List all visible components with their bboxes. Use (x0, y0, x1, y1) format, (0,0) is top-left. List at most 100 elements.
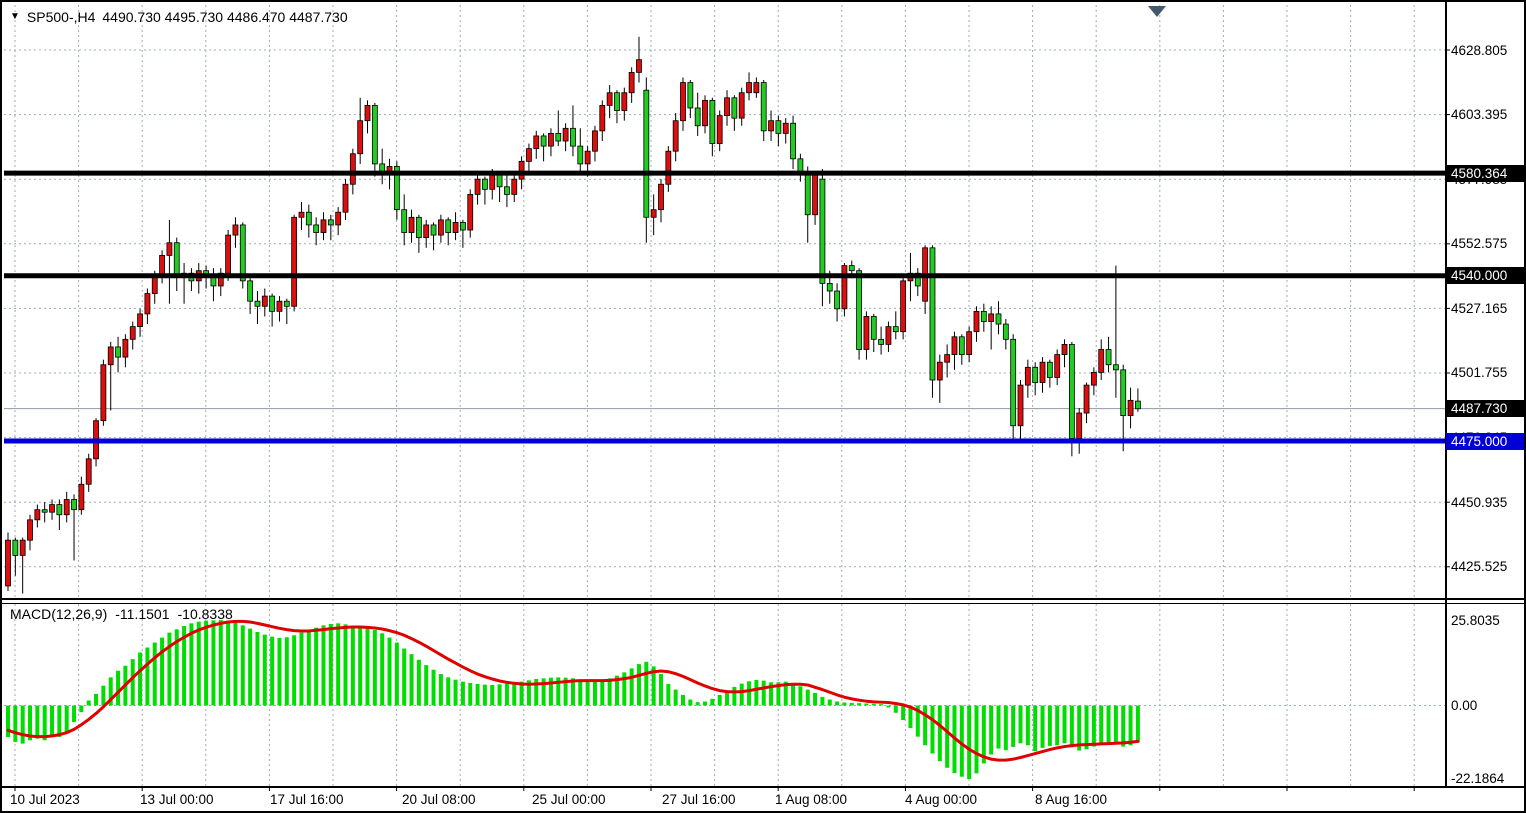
candle (973, 310, 980, 333)
candle (408, 216, 415, 233)
candle (467, 194, 474, 231)
candle (320, 219, 327, 233)
candle (474, 178, 481, 195)
candle (944, 354, 951, 363)
candle (56, 504, 63, 516)
candle (856, 270, 862, 350)
ohlc-values-label: 4490.730 4495.730 4486.470 4487.730 (102, 9, 348, 25)
price-tick-label: 4527.165 (1451, 300, 1508, 316)
candle (1120, 369, 1127, 416)
panel-separator[interactable] (2, 598, 1524, 600)
candle (709, 99, 716, 144)
candle (680, 82, 686, 122)
candle (1046, 361, 1053, 378)
candle (746, 82, 752, 94)
candle (430, 224, 437, 236)
candle (621, 92, 628, 111)
candle (687, 82, 694, 109)
candle (371, 105, 378, 165)
candle (562, 127, 569, 142)
candle (1002, 323, 1009, 340)
candle (166, 242, 173, 256)
candle (85, 458, 92, 485)
chart-header: ▼ SP500-,H4 4490.730 4495.730 4486.470 4… (10, 9, 348, 25)
candle (1032, 366, 1039, 383)
candle (239, 224, 246, 282)
candle (423, 224, 430, 239)
candle (555, 133, 562, 142)
candle (1134, 400, 1141, 410)
candle (819, 178, 826, 284)
candle (797, 158, 804, 172)
macd-header: MACD(12,26,9) -11.1501 -10.8338 (10, 606, 233, 622)
candle (636, 59, 642, 73)
collapse-ohlc-icon[interactable]: ▼ (10, 11, 20, 22)
candle (584, 150, 591, 165)
candle (12, 539, 19, 556)
candle (313, 224, 320, 233)
candle (995, 313, 1002, 325)
macd-scale-label: -22.1864 (1451, 771, 1505, 787)
candle (335, 211, 342, 226)
candle (305, 211, 312, 226)
price-tick-label: 4628.805 (1451, 42, 1508, 58)
candle (452, 221, 459, 233)
candle (988, 313, 995, 322)
candle (878, 338, 885, 345)
candle (1068, 344, 1075, 439)
candle (129, 326, 136, 340)
horizontal-price-lines (4, 170, 1445, 444)
candle (496, 173, 503, 188)
time-tick-label: 13 Jul 00:00 (140, 792, 214, 807)
candle (870, 316, 877, 340)
macd-scale-label: 25.8035 (1451, 612, 1500, 628)
candle (518, 160, 525, 180)
candle (694, 107, 701, 127)
candle (415, 216, 422, 239)
candle (151, 275, 158, 294)
candle (731, 97, 738, 119)
candle (804, 171, 811, 216)
candle (1054, 354, 1061, 378)
candle (848, 265, 855, 272)
candle (34, 509, 41, 521)
candle (482, 178, 488, 190)
candle (5, 539, 11, 587)
candle (929, 247, 936, 381)
price-line-badge: 4580.364 (1446, 164, 1524, 182)
candle (247, 280, 254, 302)
candle (393, 166, 400, 211)
candle (672, 120, 679, 152)
candle (1083, 384, 1090, 414)
candle (738, 92, 745, 119)
time-axis-separator (2, 786, 1524, 788)
candle (1098, 349, 1105, 373)
time-tick-label: 25 Jul 00:00 (532, 792, 606, 807)
candle (27, 519, 33, 541)
candle (826, 282, 833, 292)
candle (19, 539, 26, 556)
candle (702, 99, 708, 127)
candle (459, 221, 466, 231)
candle (401, 209, 408, 233)
candle (936, 361, 943, 381)
time-tick-label: 27 Jul 16:00 (662, 792, 736, 807)
candle (782, 122, 789, 134)
candle (606, 92, 613, 106)
candle (1105, 349, 1112, 366)
candle (841, 265, 848, 310)
candle (78, 483, 85, 511)
candle (724, 97, 730, 117)
candle (504, 186, 510, 195)
candle (1127, 399, 1134, 416)
candle (885, 326, 892, 345)
candle (357, 120, 364, 155)
candle (261, 295, 268, 307)
candle (863, 316, 870, 350)
time-tick-label: 8 Aug 16:00 (1035, 792, 1108, 807)
candle (100, 364, 107, 422)
candle (144, 293, 151, 315)
price-tick-label: 4450.935 (1451, 494, 1508, 510)
